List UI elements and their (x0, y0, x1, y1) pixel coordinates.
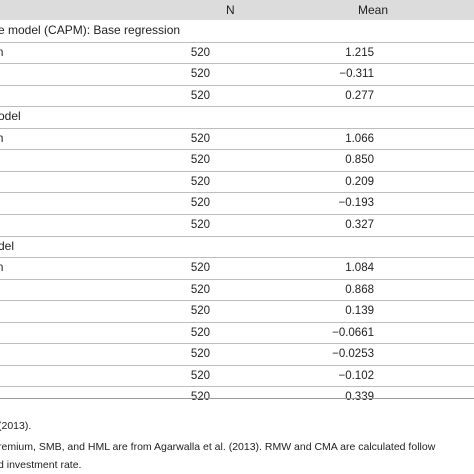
cell-mean: 0.868 (345, 283, 374, 296)
cell-mean: −0.311 (339, 68, 374, 81)
cell-n: 520 (190, 89, 210, 102)
row-label: n (0, 132, 4, 145)
cell-mean: 0.850 (345, 154, 374, 167)
cell-n: 520 (190, 218, 210, 231)
row-divider (0, 300, 474, 302)
cell-n: 520 (190, 369, 210, 382)
row-divider (0, 278, 474, 280)
cell-mean: −0.0253 (332, 348, 374, 361)
cell-n: 520 (190, 68, 210, 81)
row-divider (0, 213, 474, 215)
cell-n: 520 (190, 305, 210, 318)
cell-n: 520 (190, 46, 210, 59)
cell-n: 520 (190, 326, 210, 339)
row-divider (0, 321, 474, 323)
row-divider (0, 127, 474, 129)
cell-mean: −0.193 (338, 197, 375, 210)
cell-mean: 1.215 (345, 46, 374, 59)
section-title: e model (CAPM): Base regression (0, 23, 181, 37)
cell-mean: 1.084 (345, 262, 374, 275)
row-divider (0, 364, 474, 366)
cell-n: 520 (150, 391, 210, 403)
cell-n: 520 (190, 348, 210, 361)
row-divider (0, 63, 474, 65)
row-divider (0, 386, 474, 388)
table-header: N Mean (0, 0, 474, 20)
table-note-variables: remium, SMB, and HML are from Agarwalla … (0, 441, 436, 453)
table-note-investment: d investment rate. (0, 459, 82, 471)
row-divider (0, 84, 474, 86)
column-header-mean: Mean (358, 3, 389, 17)
cell-n: 520 (190, 132, 210, 145)
cell-n: 520 (190, 154, 210, 167)
row-divider (0, 343, 474, 345)
cell-mean: 0.327 (345, 218, 374, 231)
row-divider (0, 257, 474, 259)
table-bottom-rule (0, 398, 474, 399)
row-label: n (0, 46, 4, 59)
section-divider (0, 235, 474, 237)
row-divider (0, 149, 474, 151)
row-label: n (0, 262, 4, 275)
table-note-source: (2013). (0, 420, 32, 432)
cell-mean: 1.066 (345, 132, 374, 145)
row-divider (0, 192, 474, 194)
column-header-n: N (226, 3, 235, 17)
cell-n: 520 (190, 283, 210, 296)
cell-n: 520 (190, 175, 210, 188)
row-divider (0, 41, 474, 43)
row-divider (0, 170, 474, 172)
cell-mean: −0.102 (338, 369, 375, 382)
cell-mean: 0.139 (345, 305, 374, 318)
section-divider (0, 106, 474, 108)
cell-n: 520 (190, 197, 210, 210)
cell-mean: 0.209 (345, 175, 374, 188)
cell-n: 520 (190, 262, 210, 275)
cell-mean: 0.277 (345, 89, 374, 102)
cell-mean: −0.0661 (332, 326, 374, 339)
cell-mean: 0.339 (314, 391, 374, 403)
section-title: odel (0, 109, 21, 124)
section-title: del (0, 238, 15, 253)
